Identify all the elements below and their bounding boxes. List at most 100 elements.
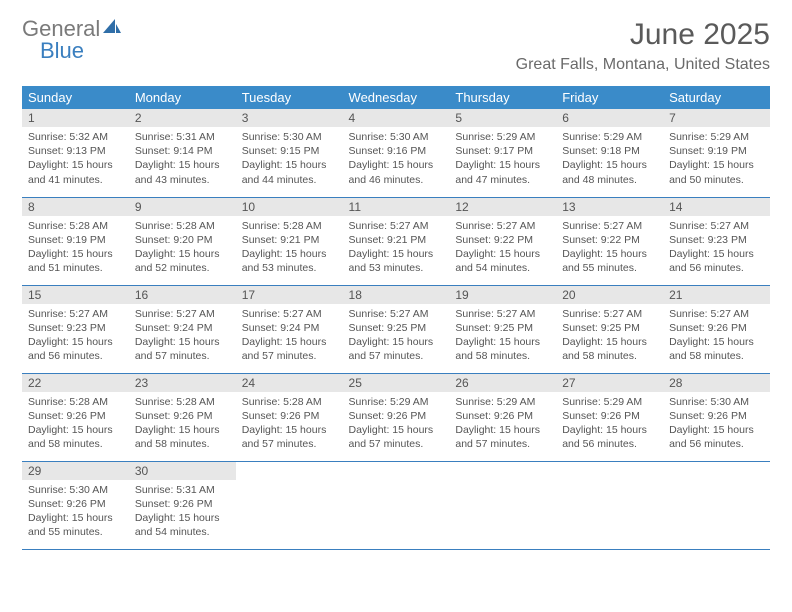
day-number: 28 (663, 374, 770, 392)
calendar-cell: .. (236, 461, 343, 549)
brand-logo: General Blue (22, 18, 122, 62)
calendar-week: 15Sunrise: 5:27 AMSunset: 9:23 PMDayligh… (22, 285, 770, 373)
day-number: 4 (343, 109, 450, 127)
calendar-cell: 4Sunrise: 5:30 AMSunset: 9:16 PMDaylight… (343, 109, 450, 197)
header: General Blue June 2025 Great Falls, Mont… (22, 18, 770, 74)
day-detail: Sunrise: 5:27 AMSunset: 9:25 PMDaylight:… (449, 304, 556, 369)
calendar-cell: 19Sunrise: 5:27 AMSunset: 9:25 PMDayligh… (449, 285, 556, 373)
calendar-cell: .. (663, 461, 770, 549)
day-number: 8 (22, 198, 129, 216)
day-number: 19 (449, 286, 556, 304)
day-detail: Sunrise: 5:30 AMSunset: 9:26 PMDaylight:… (22, 480, 129, 545)
calendar-cell: 15Sunrise: 5:27 AMSunset: 9:23 PMDayligh… (22, 285, 129, 373)
calendar-cell: 29Sunrise: 5:30 AMSunset: 9:26 PMDayligh… (22, 461, 129, 549)
day-number: 13 (556, 198, 663, 216)
day-number: 20 (556, 286, 663, 304)
day-detail: Sunrise: 5:27 AMSunset: 9:23 PMDaylight:… (22, 304, 129, 369)
day-detail: Sunrise: 5:29 AMSunset: 9:26 PMDaylight:… (556, 392, 663, 457)
calendar-cell: 11Sunrise: 5:27 AMSunset: 9:21 PMDayligh… (343, 197, 450, 285)
day-header: Monday (129, 86, 236, 109)
title-block: June 2025 Great Falls, Montana, United S… (516, 18, 770, 74)
day-detail: Sunrise: 5:28 AMSunset: 9:21 PMDaylight:… (236, 216, 343, 281)
calendar-cell: 17Sunrise: 5:27 AMSunset: 9:24 PMDayligh… (236, 285, 343, 373)
calendar-cell: 8Sunrise: 5:28 AMSunset: 9:19 PMDaylight… (22, 197, 129, 285)
day-header-row: SundayMondayTuesdayWednesdayThursdayFrid… (22, 86, 770, 109)
day-number: 9 (129, 198, 236, 216)
day-detail: Sunrise: 5:31 AMSunset: 9:14 PMDaylight:… (129, 127, 236, 192)
month-title: June 2025 (516, 18, 770, 52)
day-detail: Sunrise: 5:31 AMSunset: 9:26 PMDaylight:… (129, 480, 236, 545)
day-detail: Sunrise: 5:29 AMSunset: 9:17 PMDaylight:… (449, 127, 556, 192)
day-number: 16 (129, 286, 236, 304)
day-number: 12 (449, 198, 556, 216)
day-number: 11 (343, 198, 450, 216)
day-detail: Sunrise: 5:27 AMSunset: 9:24 PMDaylight:… (236, 304, 343, 369)
day-detail: Sunrise: 5:27 AMSunset: 9:22 PMDaylight:… (556, 216, 663, 281)
day-detail: Sunrise: 5:29 AMSunset: 9:18 PMDaylight:… (556, 127, 663, 192)
day-header: Saturday (663, 86, 770, 109)
day-number: 21 (663, 286, 770, 304)
calendar-cell: 10Sunrise: 5:28 AMSunset: 9:21 PMDayligh… (236, 197, 343, 285)
calendar-cell: 23Sunrise: 5:28 AMSunset: 9:26 PMDayligh… (129, 373, 236, 461)
brand-part2: Blue (22, 38, 84, 63)
calendar-cell: 28Sunrise: 5:30 AMSunset: 9:26 PMDayligh… (663, 373, 770, 461)
calendar-cell: 14Sunrise: 5:27 AMSunset: 9:23 PMDayligh… (663, 197, 770, 285)
calendar-week: 22Sunrise: 5:28 AMSunset: 9:26 PMDayligh… (22, 373, 770, 461)
calendar-cell: 3Sunrise: 5:30 AMSunset: 9:15 PMDaylight… (236, 109, 343, 197)
calendar-week: 1Sunrise: 5:32 AMSunset: 9:13 PMDaylight… (22, 109, 770, 197)
calendar-cell: 13Sunrise: 5:27 AMSunset: 9:22 PMDayligh… (556, 197, 663, 285)
day-number: 6 (556, 109, 663, 127)
calendar-cell: 2Sunrise: 5:31 AMSunset: 9:14 PMDaylight… (129, 109, 236, 197)
day-detail: Sunrise: 5:28 AMSunset: 9:26 PMDaylight:… (129, 392, 236, 457)
calendar-cell: 6Sunrise: 5:29 AMSunset: 9:18 PMDaylight… (556, 109, 663, 197)
day-detail: Sunrise: 5:32 AMSunset: 9:13 PMDaylight:… (22, 127, 129, 192)
day-number: 3 (236, 109, 343, 127)
calendar-body: 1Sunrise: 5:32 AMSunset: 9:13 PMDaylight… (22, 109, 770, 549)
day-detail: Sunrise: 5:29 AMSunset: 9:26 PMDaylight:… (343, 392, 450, 457)
day-header: Sunday (22, 86, 129, 109)
day-header: Tuesday (236, 86, 343, 109)
day-number: 2 (129, 109, 236, 127)
calendar-week: 8Sunrise: 5:28 AMSunset: 9:19 PMDaylight… (22, 197, 770, 285)
day-number: 1 (22, 109, 129, 127)
calendar-cell: 16Sunrise: 5:27 AMSunset: 9:24 PMDayligh… (129, 285, 236, 373)
day-detail: Sunrise: 5:30 AMSunset: 9:15 PMDaylight:… (236, 127, 343, 192)
calendar-cell: .. (343, 461, 450, 549)
calendar-cell: 30Sunrise: 5:31 AMSunset: 9:26 PMDayligh… (129, 461, 236, 549)
calendar-cell: 1Sunrise: 5:32 AMSunset: 9:13 PMDaylight… (22, 109, 129, 197)
day-detail: Sunrise: 5:27 AMSunset: 9:26 PMDaylight:… (663, 304, 770, 369)
calendar-cell: .. (449, 461, 556, 549)
day-detail: Sunrise: 5:30 AMSunset: 9:26 PMDaylight:… (663, 392, 770, 457)
day-detail: Sunrise: 5:27 AMSunset: 9:25 PMDaylight:… (343, 304, 450, 369)
day-detail: Sunrise: 5:30 AMSunset: 9:16 PMDaylight:… (343, 127, 450, 192)
day-number: 26 (449, 374, 556, 392)
calendar-cell: 7Sunrise: 5:29 AMSunset: 9:19 PMDaylight… (663, 109, 770, 197)
day-detail: Sunrise: 5:27 AMSunset: 9:21 PMDaylight:… (343, 216, 450, 281)
calendar-cell: 26Sunrise: 5:29 AMSunset: 9:26 PMDayligh… (449, 373, 556, 461)
calendar-cell: 22Sunrise: 5:28 AMSunset: 9:26 PMDayligh… (22, 373, 129, 461)
calendar-cell: 12Sunrise: 5:27 AMSunset: 9:22 PMDayligh… (449, 197, 556, 285)
day-number: 25 (343, 374, 450, 392)
day-number: 27 (556, 374, 663, 392)
day-detail: Sunrise: 5:28 AMSunset: 9:26 PMDaylight:… (22, 392, 129, 457)
day-detail: Sunrise: 5:28 AMSunset: 9:26 PMDaylight:… (236, 392, 343, 457)
calendar-table: SundayMondayTuesdayWednesdayThursdayFrid… (22, 86, 770, 550)
calendar-week: 29Sunrise: 5:30 AMSunset: 9:26 PMDayligh… (22, 461, 770, 549)
calendar-cell: 21Sunrise: 5:27 AMSunset: 9:26 PMDayligh… (663, 285, 770, 373)
day-detail: Sunrise: 5:27 AMSunset: 9:25 PMDaylight:… (556, 304, 663, 369)
calendar-cell: 18Sunrise: 5:27 AMSunset: 9:25 PMDayligh… (343, 285, 450, 373)
calendar-cell: 27Sunrise: 5:29 AMSunset: 9:26 PMDayligh… (556, 373, 663, 461)
day-number: 15 (22, 286, 129, 304)
day-number: 22 (22, 374, 129, 392)
day-number: 24 (236, 374, 343, 392)
day-number: 7 (663, 109, 770, 127)
day-number: 29 (22, 462, 129, 480)
brand-sail-icon (102, 18, 122, 34)
day-detail: Sunrise: 5:27 AMSunset: 9:22 PMDaylight:… (449, 216, 556, 281)
day-detail: Sunrise: 5:27 AMSunset: 9:23 PMDaylight:… (663, 216, 770, 281)
day-detail: Sunrise: 5:28 AMSunset: 9:20 PMDaylight:… (129, 216, 236, 281)
day-header: Thursday (449, 86, 556, 109)
day-header: Wednesday (343, 86, 450, 109)
day-detail: Sunrise: 5:27 AMSunset: 9:24 PMDaylight:… (129, 304, 236, 369)
day-header: Friday (556, 86, 663, 109)
